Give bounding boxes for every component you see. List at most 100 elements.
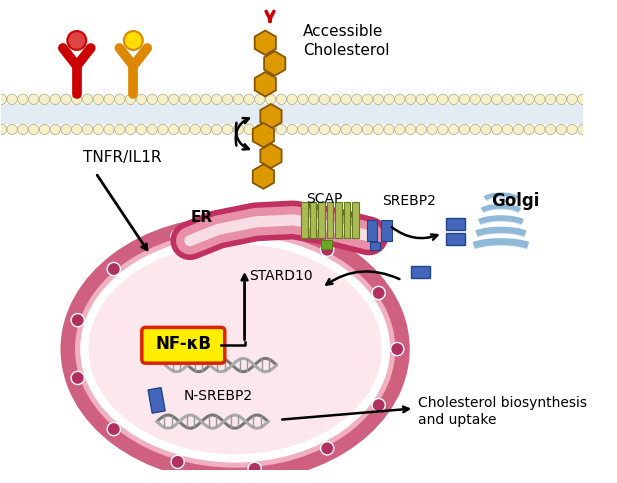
Circle shape [276, 124, 286, 135]
Bar [301, 202, 308, 238]
Polygon shape [260, 104, 281, 128]
Circle shape [513, 94, 523, 104]
Bar [370, 242, 380, 250]
Text: NF-κB: NF-κB [155, 335, 211, 354]
Circle shape [492, 124, 502, 135]
Bar [381, 220, 392, 241]
Circle shape [405, 94, 416, 104]
Circle shape [373, 124, 384, 135]
Circle shape [330, 94, 341, 104]
Circle shape [513, 124, 523, 135]
Circle shape [492, 94, 502, 104]
Bar [446, 218, 465, 230]
Bar [1, 104, 583, 124]
Circle shape [319, 94, 329, 104]
Circle shape [276, 94, 286, 104]
Circle shape [524, 94, 534, 104]
Circle shape [18, 94, 28, 104]
Circle shape [384, 124, 394, 135]
Circle shape [67, 31, 86, 50]
Circle shape [7, 124, 17, 135]
Circle shape [449, 94, 459, 104]
Text: Accessible: Accessible [303, 24, 383, 39]
Circle shape [82, 94, 93, 104]
Circle shape [18, 124, 28, 135]
Circle shape [567, 124, 578, 135]
Circle shape [171, 455, 184, 469]
Circle shape [416, 94, 426, 104]
Circle shape [190, 94, 201, 104]
Circle shape [248, 462, 261, 475]
Circle shape [201, 124, 211, 135]
Circle shape [171, 229, 184, 243]
Circle shape [437, 124, 448, 135]
Circle shape [362, 124, 373, 135]
Circle shape [28, 124, 39, 135]
Circle shape [298, 124, 308, 135]
Circle shape [427, 124, 437, 135]
Circle shape [201, 94, 211, 104]
Circle shape [321, 442, 334, 455]
Circle shape [72, 124, 82, 135]
FancyBboxPatch shape [142, 327, 225, 363]
Circle shape [222, 94, 233, 104]
Circle shape [341, 94, 351, 104]
Circle shape [244, 94, 254, 104]
Circle shape [372, 286, 385, 299]
Circle shape [158, 124, 168, 135]
Circle shape [107, 423, 120, 436]
Circle shape [395, 94, 405, 104]
Circle shape [71, 313, 85, 327]
Circle shape [233, 124, 244, 135]
Circle shape [180, 124, 189, 135]
Circle shape [39, 94, 49, 104]
Circle shape [524, 124, 534, 135]
Circle shape [107, 262, 120, 276]
Text: STARD10: STARD10 [249, 270, 313, 284]
Text: Golgi: Golgi [491, 192, 539, 210]
Circle shape [470, 94, 481, 104]
Circle shape [147, 94, 157, 104]
Circle shape [115, 124, 125, 135]
Bar [148, 388, 165, 413]
Circle shape [545, 124, 556, 135]
Circle shape [61, 124, 71, 135]
Circle shape [244, 124, 254, 135]
Text: SCAP: SCAP [307, 192, 343, 206]
Circle shape [136, 124, 147, 135]
Bar [318, 202, 325, 238]
Polygon shape [253, 123, 274, 147]
Polygon shape [253, 164, 274, 189]
Circle shape [124, 31, 143, 50]
Circle shape [459, 94, 470, 104]
Circle shape [255, 94, 265, 104]
Circle shape [287, 124, 297, 135]
Circle shape [481, 94, 491, 104]
Circle shape [115, 94, 125, 104]
Circle shape [437, 94, 448, 104]
Circle shape [416, 124, 426, 135]
Circle shape [50, 94, 60, 104]
Circle shape [0, 94, 7, 104]
Circle shape [321, 243, 334, 256]
Circle shape [535, 124, 545, 135]
Circle shape [168, 94, 179, 104]
Text: N-SREBP2: N-SREBP2 [183, 389, 252, 403]
Bar [310, 202, 316, 238]
Circle shape [449, 124, 459, 135]
Text: Cholesterol biosynthesis: Cholesterol biosynthesis [418, 396, 587, 410]
Bar [412, 266, 430, 278]
Circle shape [298, 94, 308, 104]
Bar [446, 233, 465, 245]
Circle shape [28, 94, 39, 104]
Circle shape [7, 94, 17, 104]
Circle shape [248, 223, 261, 236]
Circle shape [384, 94, 394, 104]
Circle shape [341, 124, 351, 135]
Circle shape [222, 124, 233, 135]
Polygon shape [260, 143, 281, 168]
Circle shape [427, 94, 437, 104]
Circle shape [61, 94, 71, 104]
Circle shape [0, 124, 7, 135]
Circle shape [190, 124, 201, 135]
